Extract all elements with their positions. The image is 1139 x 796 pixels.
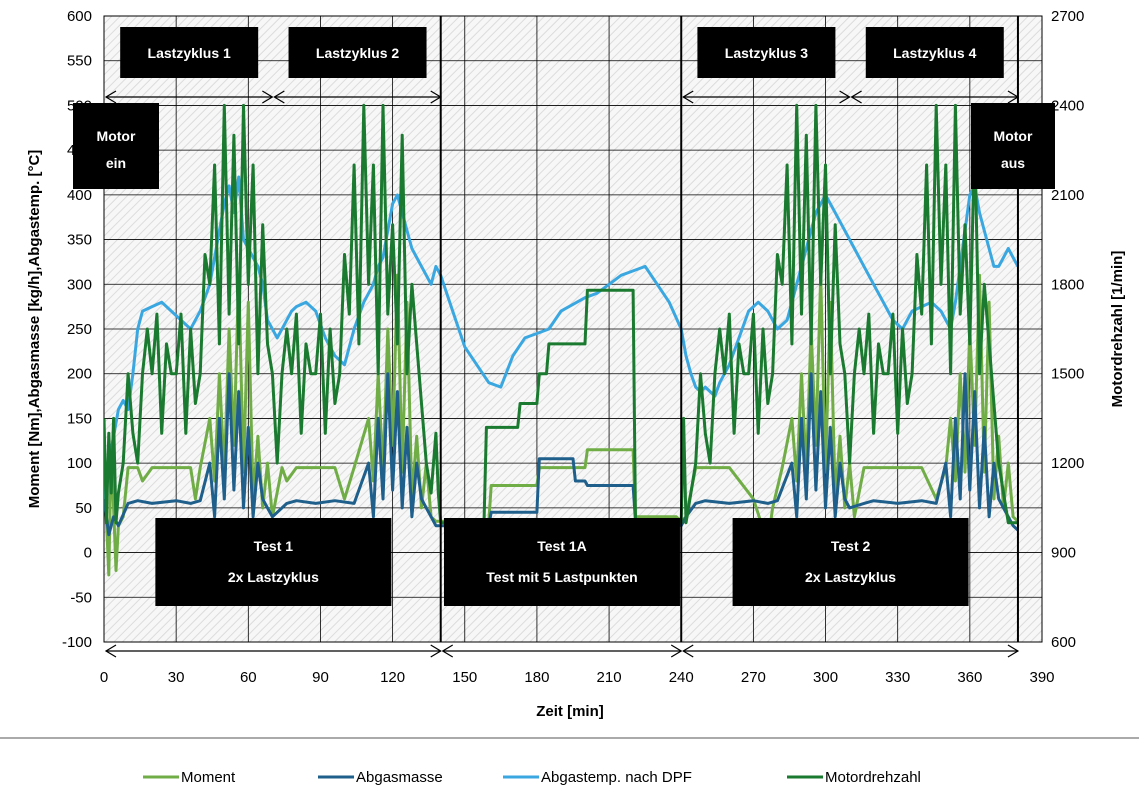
y-tick-label-left: -50 xyxy=(70,589,92,606)
legend: Moment Abgasmasse Abgastemp. nach DPF Motor… xyxy=(143,769,921,786)
test-label-box xyxy=(732,518,969,606)
arrow-head xyxy=(682,644,694,658)
test-label: Test 2 xyxy=(831,538,871,554)
test-label: Test 1A xyxy=(537,538,587,554)
y-axis-label-left: Moment [Nm],Abgasmasse [kg/h],Abgastemp.… xyxy=(26,150,43,509)
arrow-head xyxy=(104,644,117,658)
y-tick-label-left: 350 xyxy=(67,232,92,249)
arrow-head xyxy=(430,90,442,104)
arrow-head xyxy=(1007,644,1020,658)
x-axis-label: Zeit [min] xyxy=(536,703,604,720)
phase-label-box xyxy=(120,27,259,78)
x-tick-label: 330 xyxy=(885,669,910,686)
y-tick-label-right: 1500 xyxy=(1051,366,1084,383)
arrow-head xyxy=(1007,90,1020,104)
phase-label: Lastzyklus 4 xyxy=(893,45,976,61)
x-tick-label: 270 xyxy=(741,669,766,686)
y-tick-label-left: 300 xyxy=(67,276,92,293)
x-tick-label: 390 xyxy=(1029,669,1054,686)
y-tick-label-left: 400 xyxy=(67,187,92,204)
motor-on-label: ein xyxy=(106,155,126,171)
phase-label-box xyxy=(288,27,427,78)
arrow-head xyxy=(430,644,442,658)
axes: -100-50050100150200250300350400450500550… xyxy=(62,8,1084,686)
y-tick-label-right: 1200 xyxy=(1051,455,1084,472)
motor-off-label: Motor xyxy=(994,128,1033,144)
y-tick-label-left: 250 xyxy=(67,321,92,338)
y-tick-label-left: -100 xyxy=(62,634,92,651)
y-tick-label-right: 2100 xyxy=(1051,187,1084,204)
y-tick-label-left: 50 xyxy=(75,500,92,517)
x-tick-label: 150 xyxy=(452,669,477,686)
test-label-box xyxy=(443,518,680,606)
series-line xyxy=(104,372,1019,537)
y-tick-label-right: 900 xyxy=(1051,545,1076,562)
y-tick-label-left: 500 xyxy=(67,97,92,114)
arrow-head xyxy=(273,90,285,104)
arrow-head xyxy=(682,90,694,104)
y-tick-label-left: 550 xyxy=(67,53,92,70)
x-tick-label: 90 xyxy=(312,669,329,686)
x-tick-label: 210 xyxy=(597,669,622,686)
test-label: Test 1 xyxy=(254,538,294,554)
legend-label: Motordrehzahl xyxy=(825,769,921,786)
arrow-head xyxy=(850,90,862,104)
phase-label-box xyxy=(865,27,1004,78)
y-tick-label-left: 450 xyxy=(67,142,92,159)
motor-on-label: Motor xyxy=(97,128,136,144)
y-axis-label-right: Motordrehzahl [1/min] xyxy=(1109,251,1126,408)
arrow-head xyxy=(670,644,683,658)
test-label: 2x Lastzyklus xyxy=(805,569,896,585)
test-label: Test mit 5 Lastpunkten xyxy=(486,569,637,585)
x-tick-label: 180 xyxy=(524,669,549,686)
x-tick-label: 60 xyxy=(240,669,257,686)
legend-label: Abgasmasse xyxy=(356,769,443,786)
phase-label: Lastzyklus 2 xyxy=(316,45,399,61)
y-tick-label-left: 150 xyxy=(67,410,92,427)
y-tick-label-right: 600 xyxy=(1051,634,1076,651)
y-tick-label-right: 1800 xyxy=(1051,276,1084,293)
series-line xyxy=(104,103,1018,525)
x-tick-label: 360 xyxy=(957,669,982,686)
arrow-head xyxy=(262,90,274,104)
legend-label: Abgastemp. nach DPF xyxy=(541,769,692,786)
y-tick-label-left: 100 xyxy=(67,455,92,472)
arrow-head xyxy=(104,90,117,104)
y-tick-label-left: 600 xyxy=(67,8,92,25)
x-tick-label: 0 xyxy=(100,669,108,686)
y-tick-label-left: 0 xyxy=(84,545,92,562)
x-tick-label: 300 xyxy=(813,669,838,686)
phase-label: Lastzyklus 1 xyxy=(148,45,231,61)
test-label-box xyxy=(155,518,392,606)
y-tick-label-left: 200 xyxy=(67,366,92,383)
legend-label: Moment xyxy=(181,769,236,786)
y-tick-label-right: 2400 xyxy=(1051,97,1084,114)
motor-off-label: aus xyxy=(1001,155,1025,171)
motor-on-box xyxy=(73,103,159,189)
motor-off-box xyxy=(971,103,1055,189)
test-label: 2x Lastzyklus xyxy=(228,569,319,585)
arrow-head xyxy=(441,644,454,658)
phase-label: Lastzyklus 3 xyxy=(725,45,808,61)
x-tick-label: 30 xyxy=(168,669,185,686)
x-tick-label: 120 xyxy=(380,669,405,686)
arrow-head xyxy=(839,90,851,104)
phase-label-box xyxy=(697,27,836,78)
y-tick-label-right: 2700 xyxy=(1051,8,1084,25)
annotations: Lastzyklus 1 Lastzyklus 2 Lastzyklus 3 Last… xyxy=(73,16,1055,658)
x-tick-label: 240 xyxy=(669,669,694,686)
